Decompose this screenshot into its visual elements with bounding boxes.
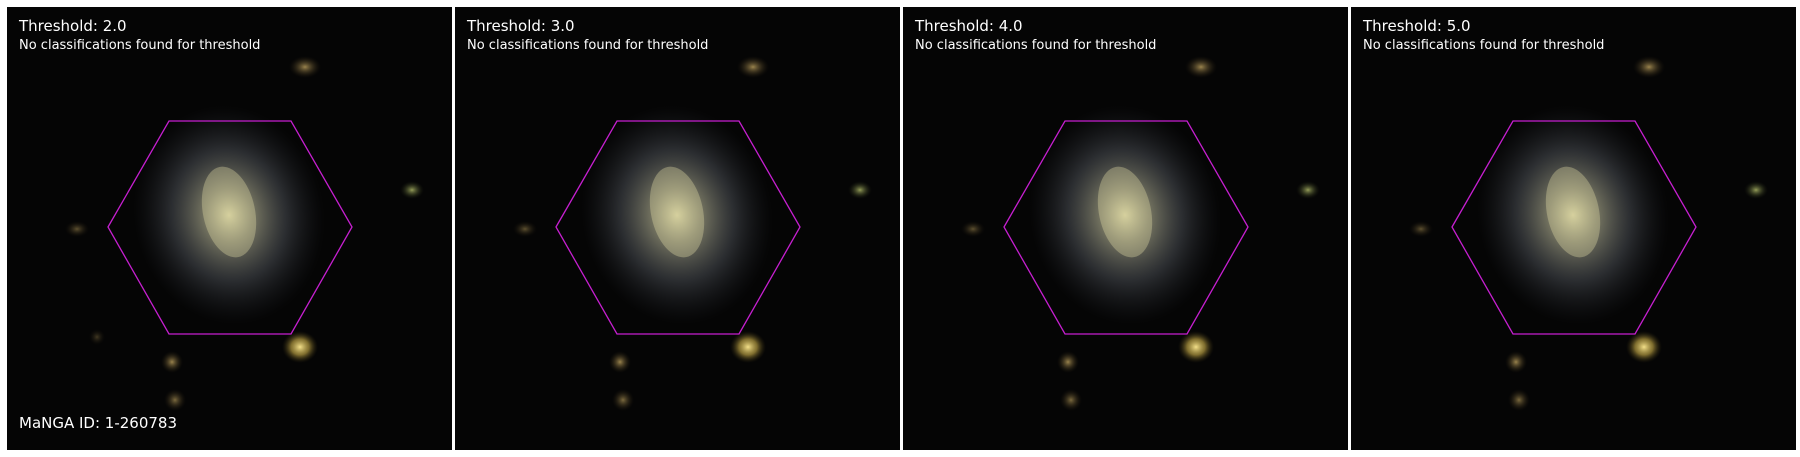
image-panel-threshold-3: Threshold: 3.0 No classifications found … [455, 7, 900, 450]
manga-id-label: MaNGA ID: 1-260783 [19, 414, 178, 432]
threshold-title: Threshold: 3.0 [467, 17, 575, 35]
threshold-title: Threshold: 4.0 [915, 17, 1023, 35]
hexagon-ifu-outline [1003, 120, 1249, 335]
classification-status: No classifications found for threshold [915, 38, 1157, 53]
image-panel-threshold-2: Threshold: 2.0 No classifications found … [7, 7, 452, 450]
classification-status: No classifications found for threshold [1363, 38, 1605, 53]
image-panel-threshold-5: Threshold: 5.0 No classifications found … [1351, 7, 1796, 450]
galaxy-image [513, 56, 872, 411]
hexagon-ifu-outline [555, 120, 801, 335]
classification-status: No classifications found for threshold [19, 38, 261, 53]
hexagon-ifu-outline [1451, 120, 1697, 335]
threshold-title: Threshold: 2.0 [19, 17, 127, 35]
classification-status: No classifications found for threshold [467, 38, 709, 53]
galaxy-image [65, 56, 424, 411]
hexagon-ifu-outline [107, 120, 353, 335]
galaxy-image [1409, 56, 1768, 411]
threshold-title: Threshold: 5.0 [1363, 17, 1471, 35]
image-panel-threshold-4: Threshold: 4.0 No classifications found … [903, 7, 1348, 450]
galaxy-image [961, 56, 1320, 411]
